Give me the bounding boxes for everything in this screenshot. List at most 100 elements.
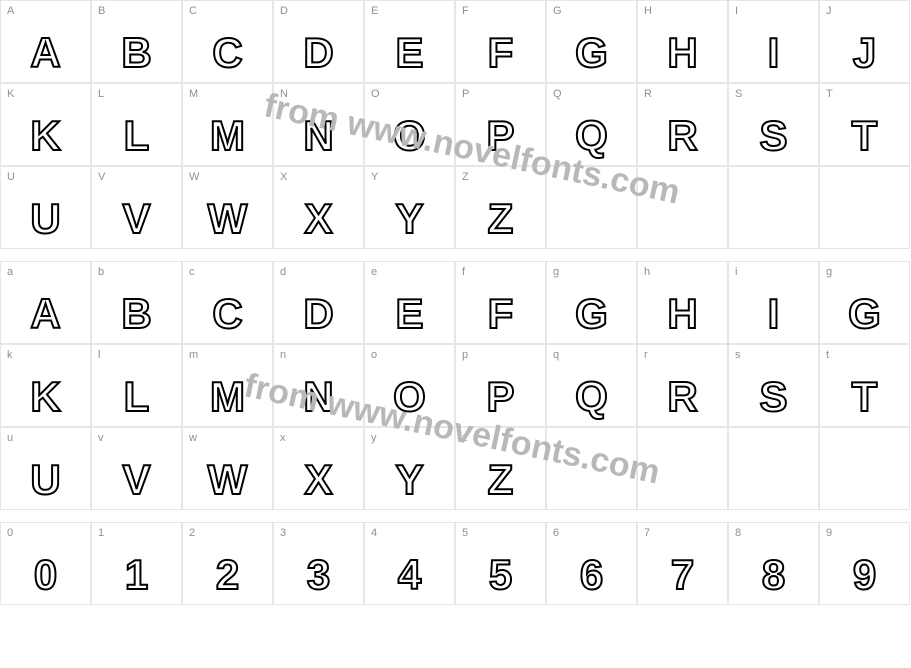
char-cell xyxy=(819,427,910,510)
char-cell: WW xyxy=(182,166,273,249)
char-glyph: Z xyxy=(456,198,545,240)
char-cell: vV xyxy=(91,427,182,510)
char-glyph: E xyxy=(365,32,454,74)
char-glyph: L xyxy=(92,376,181,418)
char-cell: tT xyxy=(819,344,910,427)
char-cell: HH xyxy=(637,0,728,83)
row-spacer xyxy=(728,510,819,522)
char-glyph: M xyxy=(183,115,272,157)
char-cell: EE xyxy=(364,0,455,83)
char-label: D xyxy=(280,5,288,17)
char-cell: lL xyxy=(91,344,182,427)
char-glyph: M xyxy=(183,376,272,418)
char-label: W xyxy=(189,171,199,183)
char-glyph: V xyxy=(92,198,181,240)
char-label: A xyxy=(7,5,14,17)
char-glyph: 4 xyxy=(365,554,454,596)
char-glyph: V xyxy=(92,459,181,501)
char-cell: 00 xyxy=(0,522,91,605)
char-label: e xyxy=(371,266,377,278)
char-label: p xyxy=(462,349,468,361)
char-cell: gG xyxy=(819,261,910,344)
char-label: r xyxy=(644,349,648,361)
char-label: o xyxy=(371,349,377,361)
char-cell: mM xyxy=(182,344,273,427)
char-label: 5 xyxy=(462,527,468,539)
row-spacer xyxy=(637,510,728,522)
char-glyph: B xyxy=(92,32,181,74)
row-spacer xyxy=(455,510,546,522)
row-spacer xyxy=(546,510,637,522)
char-label: m xyxy=(189,349,198,361)
char-label: n xyxy=(280,349,286,361)
char-label: 7 xyxy=(644,527,650,539)
row-spacer xyxy=(182,249,273,261)
char-cell: QQ xyxy=(546,83,637,166)
char-glyph: T xyxy=(820,115,909,157)
char-cell: TT xyxy=(819,83,910,166)
char-label: G xyxy=(553,5,562,17)
char-glyph: Z xyxy=(456,459,545,501)
char-cell: nN xyxy=(273,344,364,427)
char-cell xyxy=(637,427,728,510)
char-label: a xyxy=(7,266,13,278)
char-glyph: G xyxy=(547,32,636,74)
row-spacer xyxy=(182,510,273,522)
char-label: g xyxy=(826,266,832,278)
char-cell: cC xyxy=(182,261,273,344)
char-glyph: K xyxy=(1,376,90,418)
char-cell: oO xyxy=(364,344,455,427)
char-cell: 11 xyxy=(91,522,182,605)
char-glyph: 8 xyxy=(729,554,818,596)
char-cell: wW xyxy=(182,427,273,510)
char-glyph: W xyxy=(183,198,272,240)
char-cell: LL xyxy=(91,83,182,166)
char-label: t xyxy=(826,349,829,361)
char-cell: PP xyxy=(455,83,546,166)
row-spacer xyxy=(455,249,546,261)
char-cell: qQ xyxy=(546,344,637,427)
char-cell: 99 xyxy=(819,522,910,605)
char-cell: kK xyxy=(0,344,91,427)
char-glyph: G xyxy=(547,293,636,335)
char-cell: GG xyxy=(546,0,637,83)
char-label: T xyxy=(826,88,833,100)
char-glyph: E xyxy=(365,293,454,335)
char-glyph: U xyxy=(1,198,90,240)
char-glyph: Y xyxy=(365,198,454,240)
char-glyph: R xyxy=(638,376,727,418)
char-label: b xyxy=(98,266,104,278)
row-spacer xyxy=(819,510,910,522)
char-cell: II xyxy=(728,0,819,83)
char-glyph: D xyxy=(274,32,363,74)
char-label: 3 xyxy=(280,527,286,539)
char-glyph: O xyxy=(365,376,454,418)
char-cell: DD xyxy=(273,0,364,83)
char-label: w xyxy=(189,432,197,444)
char-cell: OO xyxy=(364,83,455,166)
char-cell: CC xyxy=(182,0,273,83)
char-label: 2 xyxy=(189,527,195,539)
row-spacer xyxy=(637,249,728,261)
char-label: 9 xyxy=(826,527,832,539)
char-cell xyxy=(728,427,819,510)
char-label: y xyxy=(371,432,377,444)
char-cell: UU xyxy=(0,166,91,249)
char-glyph: B xyxy=(92,293,181,335)
char-glyph: 6 xyxy=(547,554,636,596)
char-glyph: 7 xyxy=(638,554,727,596)
char-label: f xyxy=(462,266,465,278)
char-glyph: J xyxy=(820,32,909,74)
char-glyph: C xyxy=(183,293,272,335)
char-cell: xX xyxy=(273,427,364,510)
char-label: B xyxy=(98,5,105,17)
char-cell xyxy=(637,166,728,249)
row-spacer xyxy=(0,249,91,261)
char-glyph: U xyxy=(1,459,90,501)
char-cell: ZZ xyxy=(455,166,546,249)
char-glyph: C xyxy=(183,32,272,74)
char-cell: JJ xyxy=(819,0,910,83)
char-cell: 44 xyxy=(364,522,455,605)
char-cell: BB xyxy=(91,0,182,83)
char-label: d xyxy=(280,266,286,278)
